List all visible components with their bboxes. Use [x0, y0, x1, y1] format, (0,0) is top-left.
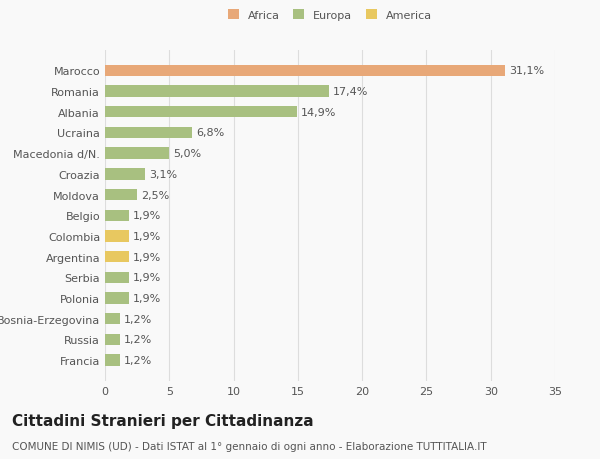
Text: Cittadini Stranieri per Cittadinanza: Cittadini Stranieri per Cittadinanza	[12, 413, 314, 428]
Bar	[105, 293, 130, 304]
Text: 3,1%: 3,1%	[149, 169, 177, 179]
Text: 1,2%: 1,2%	[124, 314, 152, 324]
Bar	[105, 128, 193, 139]
Text: 1,9%: 1,9%	[133, 293, 161, 303]
Text: 6,8%: 6,8%	[196, 128, 224, 138]
Text: 1,9%: 1,9%	[133, 231, 161, 241]
Bar	[105, 313, 121, 325]
Bar	[105, 148, 169, 159]
Text: 31,1%: 31,1%	[509, 66, 544, 76]
Bar	[105, 66, 505, 77]
Bar	[105, 355, 121, 366]
Text: 1,2%: 1,2%	[124, 355, 152, 365]
Text: 2,5%: 2,5%	[141, 190, 169, 200]
Text: 14,9%: 14,9%	[301, 107, 336, 118]
Bar	[105, 86, 329, 97]
Bar	[105, 210, 130, 221]
Text: 1,2%: 1,2%	[124, 335, 152, 345]
Bar	[105, 272, 130, 283]
Text: 5,0%: 5,0%	[173, 149, 201, 159]
Text: COMUNE DI NIMIS (UD) - Dati ISTAT al 1° gennaio di ogni anno - Elaborazione TUTT: COMUNE DI NIMIS (UD) - Dati ISTAT al 1° …	[12, 441, 487, 451]
Legend: Africa, Europa, America: Africa, Europa, America	[228, 10, 432, 21]
Bar	[105, 169, 145, 180]
Text: 17,4%: 17,4%	[332, 87, 368, 97]
Bar	[105, 107, 296, 118]
Bar	[105, 190, 137, 201]
Text: 1,9%: 1,9%	[133, 211, 161, 221]
Text: 1,9%: 1,9%	[133, 252, 161, 262]
Text: 1,9%: 1,9%	[133, 273, 161, 283]
Bar	[105, 252, 130, 263]
Bar	[105, 334, 121, 345]
Bar	[105, 231, 130, 242]
